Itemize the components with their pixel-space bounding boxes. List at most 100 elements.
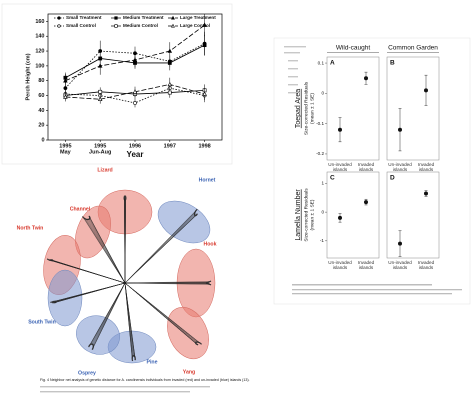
plot-frame xyxy=(326,171,380,259)
node-label: Osprey xyxy=(78,370,96,376)
legend-bar xyxy=(288,92,298,94)
dot-panel: C -1 0 1 Lamella Number Size-corrected Residu… xyxy=(295,171,380,259)
line-chart-panel xyxy=(1,3,233,165)
marker xyxy=(98,89,103,94)
legend-bar xyxy=(288,68,298,70)
spoke xyxy=(124,282,202,344)
marker xyxy=(114,24,118,28)
spoke xyxy=(124,282,136,360)
x-tick-label: 1995 xyxy=(59,143,71,149)
plot-frame xyxy=(386,171,440,259)
network-caption-extra xyxy=(40,386,210,393)
x-tick-label: 1997 xyxy=(164,143,176,149)
panel-letter: B xyxy=(390,60,395,67)
category-label: Invaded islands xyxy=(417,162,435,172)
y-tick-label: 120 xyxy=(35,49,44,55)
spoke xyxy=(92,282,126,350)
legend-bar xyxy=(284,52,300,54)
y-tick-label: -0.2 xyxy=(316,151,324,156)
marker xyxy=(171,15,175,20)
y-tick-label: 100 xyxy=(35,63,44,69)
y-tick-label: 20 xyxy=(38,123,44,129)
leaf xyxy=(200,343,202,345)
dot-panel: Common Garden B xyxy=(386,45,440,161)
spoke xyxy=(124,209,197,284)
caption-bar xyxy=(292,289,462,291)
line-chart: 0204060801001201401601995May1995Jun-Aug1… xyxy=(25,13,223,159)
marker xyxy=(167,81,173,87)
y-tick-label: 0 xyxy=(321,91,324,96)
cluster-ellipse xyxy=(47,269,83,327)
leaf xyxy=(196,209,198,211)
y-tick-label: 0 xyxy=(321,209,324,214)
leaf xyxy=(209,280,212,283)
marker xyxy=(132,89,138,94)
leaf xyxy=(91,348,94,350)
y-tick-label: 1 xyxy=(321,181,324,186)
marker xyxy=(57,16,61,20)
category-label: Un-invaded islands xyxy=(388,260,412,270)
legend-bar xyxy=(288,60,298,62)
y-tick-label: 0.1 xyxy=(318,60,325,65)
category-label: Un-invaded islands xyxy=(328,162,352,172)
spoke xyxy=(52,282,126,303)
point xyxy=(398,127,402,132)
leaf xyxy=(123,195,126,197)
legend-label: Small Treatment xyxy=(66,15,102,20)
column-title: Common Garden xyxy=(388,45,438,52)
plot-frame xyxy=(326,56,380,161)
y-tick-label: 140 xyxy=(35,34,44,40)
x-tick-sublabel: Jun-Aug xyxy=(89,149,111,155)
marker xyxy=(114,16,118,20)
caption-bar xyxy=(40,386,210,388)
column-title: Wild-caught xyxy=(336,45,371,52)
legend-bar xyxy=(284,46,306,48)
y-tick-label: 60 xyxy=(38,93,44,99)
category-label: Invaded islands xyxy=(357,260,375,270)
row-label: Toepad Area xyxy=(295,89,302,128)
marker xyxy=(97,63,103,68)
node-label: Lizard xyxy=(97,167,112,173)
network-diagram: Lizard Channel North Twin Hornet Hook Yang Pin… xyxy=(17,167,217,376)
y-tick-label: -1 xyxy=(320,238,325,243)
leaf xyxy=(209,283,212,286)
category-label: Un-invaded islands xyxy=(388,162,412,172)
node-label: Channel xyxy=(70,206,91,212)
legend-label: Large Control xyxy=(180,23,210,28)
node-label: Hook xyxy=(204,241,217,247)
node-label: Hornet xyxy=(199,177,216,183)
y-axis-sublabel: (mean ± 1 SE) xyxy=(309,93,315,124)
caption-bar xyxy=(292,293,452,295)
x-tick-sublabel: May xyxy=(60,149,72,155)
leaf xyxy=(82,216,84,218)
point xyxy=(364,200,368,205)
dot-panel: D xyxy=(386,171,440,259)
point xyxy=(338,127,342,132)
y-tick-label: 0 xyxy=(41,137,44,143)
cluster-ellipse xyxy=(167,306,209,360)
node-label: North Twin xyxy=(17,225,44,231)
panel-letter: A xyxy=(330,60,335,67)
category-label: Un-invaded islands xyxy=(328,260,352,270)
y-axis-label: Size-corrected Residuals xyxy=(303,188,309,242)
leaf xyxy=(50,301,52,304)
network-caption: Fig. 4 Neighbor net analysis of genetic … xyxy=(40,378,250,382)
marker xyxy=(202,43,207,48)
leaf xyxy=(208,283,211,285)
legend-bar xyxy=(288,76,298,78)
leaf xyxy=(134,357,136,360)
category-label: Invaded islands xyxy=(357,162,375,172)
leaf xyxy=(131,358,133,360)
y-axis-sublabel: (mean ± 1 SE) xyxy=(309,199,315,230)
spoke xyxy=(47,259,126,284)
y-tick-label: 80 xyxy=(38,78,44,84)
point xyxy=(424,191,428,196)
marker xyxy=(63,78,68,83)
leaf xyxy=(134,358,136,361)
node-label: South Twin xyxy=(28,319,56,325)
y-tick-label: -0.1 xyxy=(316,121,324,126)
marker xyxy=(63,94,68,99)
spoke xyxy=(124,282,211,285)
y-axis-label: Perch Height (cm) xyxy=(25,53,31,100)
